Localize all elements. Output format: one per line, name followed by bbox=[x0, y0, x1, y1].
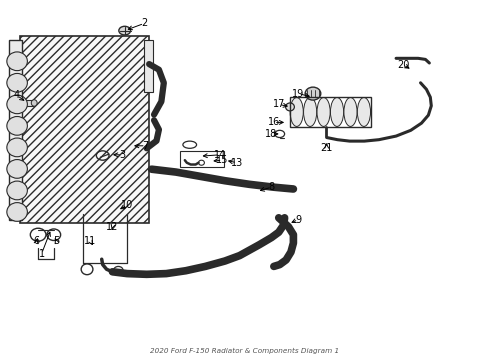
Ellipse shape bbox=[31, 100, 37, 106]
Bar bbox=[9, 40, 22, 220]
Ellipse shape bbox=[7, 181, 27, 200]
Ellipse shape bbox=[7, 117, 27, 135]
Bar bbox=[180, 151, 224, 167]
Ellipse shape bbox=[289, 98, 303, 126]
Ellipse shape bbox=[7, 73, 27, 92]
Text: 8: 8 bbox=[268, 182, 274, 192]
Ellipse shape bbox=[357, 98, 370, 126]
Text: 1: 1 bbox=[39, 249, 44, 259]
Bar bbox=[19, 100, 34, 106]
Text: 5: 5 bbox=[53, 236, 59, 246]
Text: 19: 19 bbox=[291, 89, 304, 99]
Ellipse shape bbox=[7, 203, 27, 221]
Ellipse shape bbox=[305, 87, 320, 100]
Text: 11: 11 bbox=[84, 236, 97, 246]
Text: 4: 4 bbox=[14, 90, 20, 100]
Text: 2020 Ford F-150 Radiator & Components Diagram 1: 2020 Ford F-150 Radiator & Components Di… bbox=[150, 347, 338, 354]
Ellipse shape bbox=[7, 52, 27, 71]
Text: 12: 12 bbox=[106, 222, 119, 232]
Ellipse shape bbox=[119, 26, 130, 35]
Ellipse shape bbox=[316, 98, 329, 126]
Text: 7: 7 bbox=[142, 141, 148, 151]
Text: 18: 18 bbox=[264, 129, 277, 139]
Text: 21: 21 bbox=[320, 143, 332, 153]
Bar bbox=[144, 40, 153, 92]
Text: 2: 2 bbox=[141, 18, 147, 28]
Text: 16: 16 bbox=[267, 117, 280, 127]
Text: 10: 10 bbox=[121, 200, 133, 210]
Ellipse shape bbox=[303, 98, 316, 126]
Ellipse shape bbox=[7, 95, 27, 114]
Bar bbox=[20, 36, 149, 223]
Bar bbox=[289, 97, 370, 127]
Ellipse shape bbox=[16, 100, 21, 106]
Ellipse shape bbox=[113, 266, 123, 275]
Ellipse shape bbox=[7, 159, 27, 178]
Text: 17: 17 bbox=[272, 99, 285, 109]
Ellipse shape bbox=[7, 138, 27, 157]
Ellipse shape bbox=[330, 98, 343, 126]
Text: 15: 15 bbox=[216, 155, 228, 165]
Text: 6: 6 bbox=[34, 236, 40, 246]
Text: 13: 13 bbox=[230, 158, 243, 168]
Text: 14: 14 bbox=[213, 150, 226, 160]
Text: 20: 20 bbox=[396, 60, 409, 70]
Text: 9: 9 bbox=[295, 215, 301, 225]
Ellipse shape bbox=[285, 103, 294, 111]
Text: 3: 3 bbox=[119, 150, 125, 160]
Ellipse shape bbox=[343, 98, 356, 126]
